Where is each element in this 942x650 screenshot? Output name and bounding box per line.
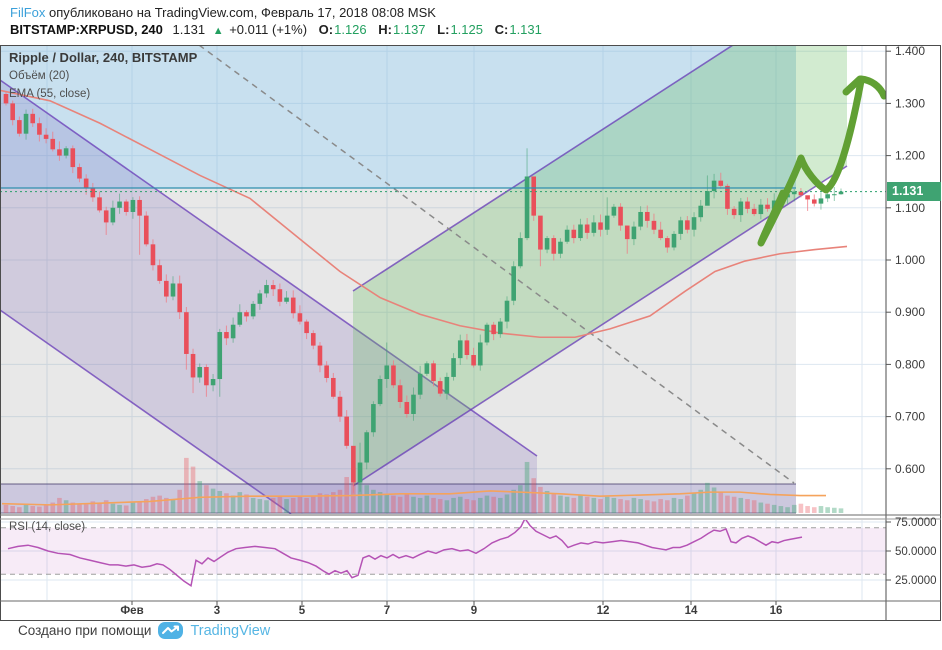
- rsi-pane: [1, 520, 886, 600]
- svg-text:50.0000: 50.0000: [895, 546, 937, 558]
- tradingview-link[interactable]: TradingView: [190, 622, 271, 639]
- price-change: +0.011 (+1%): [229, 22, 308, 37]
- last-price-axis-label: 1.131: [887, 182, 941, 201]
- grid-lines: [1, 46, 886, 514]
- change-up-icon: ▲: [212, 25, 224, 37]
- ema-line: [1, 89, 848, 339]
- snapshot-header: FilFox опубликовано на TradingView.com, …: [10, 4, 542, 40]
- svg-text:25.0000: 25.0000: [895, 575, 937, 587]
- volume-band: [1, 483, 796, 514]
- published-text: опубликовано на TradingView.com, Февраль…: [45, 5, 436, 20]
- author-link[interactable]: FilFox: [10, 5, 46, 20]
- low-label: L:: [437, 22, 450, 37]
- svg-text:3: 3: [214, 605, 220, 617]
- last-price: 1.131: [172, 22, 206, 37]
- svg-text:75.0000: 75.0000: [895, 517, 937, 529]
- svg-text:16: 16: [770, 605, 783, 617]
- high-label: H:: [378, 22, 392, 37]
- high-value: 1.137: [393, 22, 426, 37]
- svg-text:12: 12: [597, 605, 610, 617]
- blue-zone: [1, 46, 796, 188]
- svg-text:Фев: Фев: [120, 605, 143, 617]
- volume-ma-line: [1, 490, 826, 506]
- svg-text:1.400: 1.400: [895, 44, 925, 58]
- svg-text:1.100: 1.100: [895, 201, 925, 215]
- ascending-channel[interactable]: [352, 45, 848, 487]
- svg-text:0.700: 0.700: [895, 410, 925, 424]
- svg-text:7: 7: [384, 605, 390, 617]
- published-line: FilFox опубликовано на TradingView.com, …: [10, 4, 542, 21]
- footer: Создано при помощи TradingView: [18, 622, 270, 639]
- projection-arrow[interactable]: [757, 75, 886, 247]
- close-label: C:: [494, 22, 509, 37]
- close-value: 1.131: [509, 22, 542, 37]
- created-with-text: Создано при помощи: [18, 623, 152, 638]
- axes: 1.400 1.300 1.200 1.100 1.000 0.900 0.800 0.700…: [0, 44, 941, 621]
- tradingview-logo-icon[interactable]: [158, 622, 184, 639]
- gray-zone: [1, 187, 796, 514]
- open-value: 1.126: [334, 22, 367, 37]
- svg-text:0.600: 0.600: [895, 462, 925, 476]
- rsi-band: [1, 527, 886, 575]
- low-value: 1.125: [450, 22, 483, 37]
- svg-text:1.200: 1.200: [895, 149, 925, 163]
- dashed-trendline[interactable]: [199, 45, 795, 484]
- open-label: O:: [318, 22, 334, 37]
- symbol-name[interactable]: BITSTAMP:XRPUSD, 240: [10, 22, 163, 37]
- symbol-status-line: BITSTAMP:XRPUSD, 240 1.131 ▲ +0.011 (+1%…: [10, 21, 542, 40]
- svg-text:5: 5: [299, 605, 306, 617]
- svg-text:1.000: 1.000: [895, 253, 925, 267]
- main-pane: [1, 45, 886, 514]
- candles: [3, 91, 844, 493]
- svg-text:1.300: 1.300: [895, 96, 925, 110]
- svg-text:0.900: 0.900: [895, 305, 925, 319]
- svg-text:14: 14: [685, 605, 698, 617]
- rsi-line: [7, 520, 803, 588]
- svg-text:9: 9: [471, 605, 477, 617]
- svg-text:0.800: 0.800: [895, 357, 925, 371]
